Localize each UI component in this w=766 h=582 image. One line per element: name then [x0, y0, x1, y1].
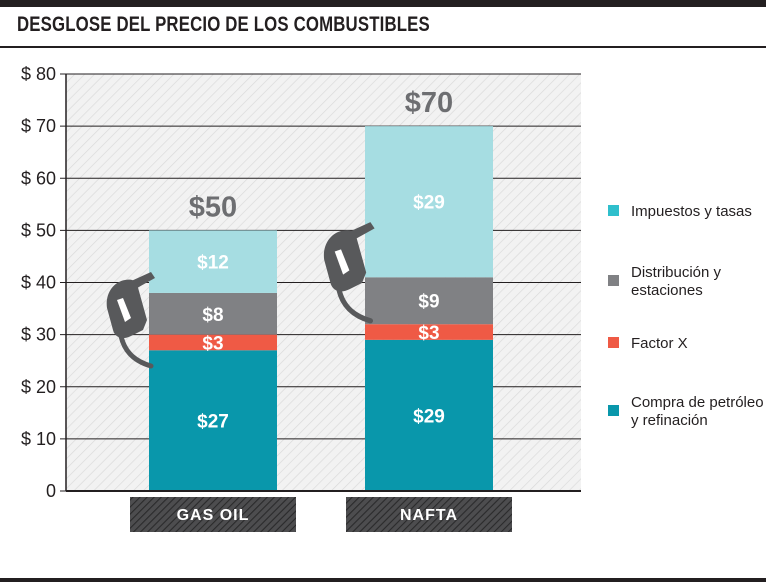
- bottom-rule: [0, 578, 766, 582]
- chart-title: DESGLOSE DEL PRECIO DE LOS COMBUSTIBLES: [17, 13, 430, 36]
- bar-segment: [149, 350, 277, 491]
- legend-label: y refinación: [631, 412, 708, 429]
- bar-segment: [365, 126, 493, 278]
- bar-value-label: $3: [418, 323, 439, 344]
- nozzle-trigger: [117, 298, 131, 322]
- y-tick-label: 0: [46, 481, 56, 501]
- x-category-label: NAFTA: [400, 507, 458, 524]
- nozzle-spout: [347, 222, 375, 239]
- bar-segment: [365, 277, 493, 325]
- category-label-box: [346, 497, 512, 532]
- nozzle-spout: [129, 272, 155, 288]
- legend-swatch: [608, 337, 619, 348]
- legend-label: Compra de petróleo: [631, 394, 764, 411]
- nozzle-hose: [336, 286, 374, 324]
- bar-value-label: $9: [418, 292, 439, 313]
- title-rule: [0, 46, 766, 48]
- nozzle-trigger: [334, 249, 350, 275]
- legend-label: Distribución y: [631, 264, 722, 281]
- y-tick-label: $ 20: [21, 377, 56, 397]
- y-tick-label: $ 40: [21, 273, 56, 293]
- legend-swatch: [608, 205, 619, 216]
- y-tick-label: $ 30: [21, 325, 56, 345]
- bar-value-label: $12: [197, 253, 229, 274]
- legend-label: Impuestos y tasas: [631, 203, 752, 220]
- bar-value-label: $27: [197, 412, 229, 433]
- y-tick-label: $ 50: [21, 220, 56, 240]
- bar-segment: [149, 334, 277, 351]
- nozzle-hose: [118, 333, 154, 369]
- bar-value-label: $29: [413, 193, 445, 214]
- bar-segment: [149, 230, 277, 293]
- legend-label: estaciones: [631, 282, 703, 299]
- x-category-label: GAS OIL: [177, 507, 250, 524]
- bar-total-label: $50: [189, 191, 237, 223]
- bar-value-label: $8: [202, 305, 223, 326]
- y-tick-label: $ 60: [21, 168, 56, 188]
- bar-value-label: $29: [413, 406, 445, 427]
- bar-total-label: $70: [405, 87, 453, 119]
- bar-segment: [365, 324, 493, 340]
- legend-swatch: [608, 405, 619, 416]
- fuel-nozzle-icon: [323, 222, 375, 324]
- y-tick-label: $ 70: [21, 116, 56, 136]
- bar-value-label: $3: [202, 333, 223, 354]
- y-tick-label: $ 10: [21, 429, 56, 449]
- legend-label: Factor X: [631, 335, 688, 352]
- fuel-nozzle-icon: [106, 272, 155, 369]
- legend-swatch: [608, 275, 619, 286]
- y-tick-label: $ 80: [21, 64, 56, 84]
- top-bar: [0, 0, 766, 7]
- category-label-box: [130, 497, 296, 532]
- bar-segment: [365, 339, 493, 491]
- bar-segment: [149, 292, 277, 335]
